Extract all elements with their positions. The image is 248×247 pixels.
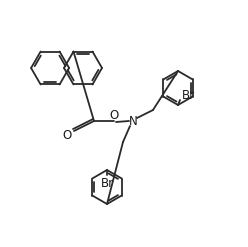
Text: O: O: [109, 108, 119, 122]
Text: O: O: [62, 128, 72, 142]
Text: N: N: [129, 115, 137, 127]
Text: Br: Br: [100, 177, 114, 189]
Text: Br: Br: [182, 88, 195, 102]
